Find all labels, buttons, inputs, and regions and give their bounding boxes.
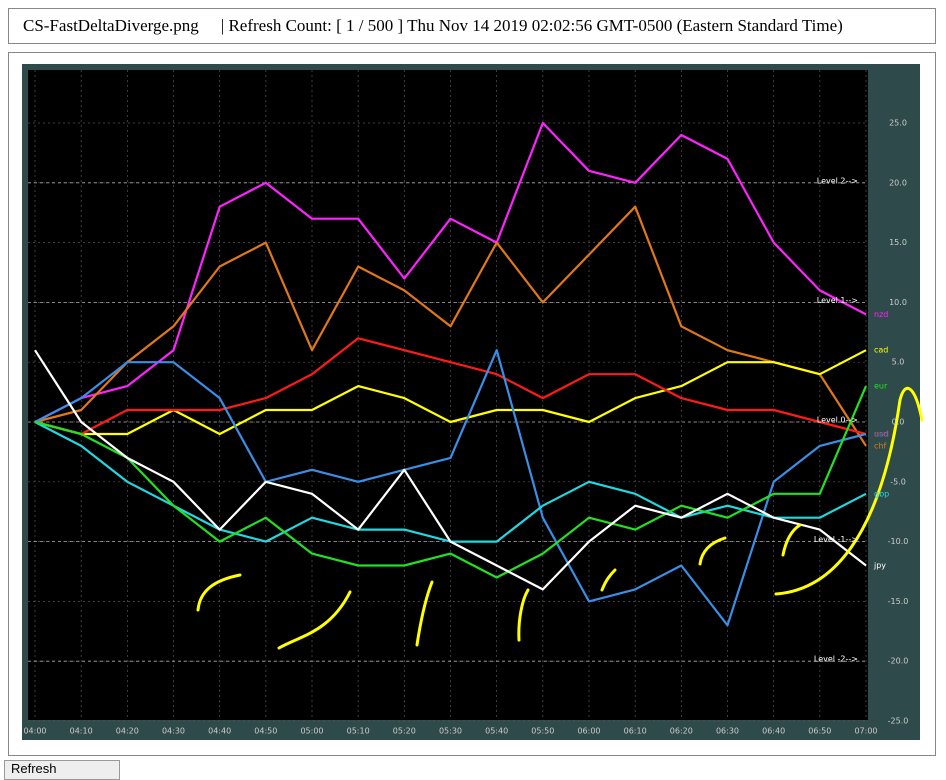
x-tick-label: 05:00 (300, 727, 323, 736)
x-tick-label: 06:50 (808, 727, 831, 736)
x-tick-label: 04:30 (162, 727, 185, 736)
y-tick-label: 25.0 (889, 119, 907, 128)
series-line (34, 385, 868, 579)
x-tick-label: 07:00 (854, 727, 877, 736)
y-tick-label: 10.0 (889, 298, 907, 307)
plot-area (28, 70, 868, 720)
y-tick-label: 0.0 (892, 418, 905, 427)
scribble (600, 568, 617, 592)
series-label: jpy (873, 561, 886, 570)
series-label: eur (874, 382, 888, 391)
x-tick-label: 06:30 (716, 727, 739, 736)
level-label: Level 1--> (817, 296, 858, 305)
x-tick-label: 04:00 (23, 727, 46, 736)
level-label: Level -1--> (814, 535, 858, 544)
scribble (277, 590, 352, 650)
y-tick-label: -20.0 (888, 657, 909, 666)
x-tick-label: 04:10 (70, 727, 93, 736)
series-label: chf (874, 441, 886, 450)
chart: 25.0 20.0 15.0 10.0 5.0 0.0 -5.0 -10.0 -15.0 -20.… (22, 64, 924, 740)
scribble (517, 588, 530, 642)
series-line (34, 205, 867, 447)
x-tick-label: 04:50 (254, 727, 277, 736)
y-tick-label: -10.0 (888, 537, 909, 546)
level-label: Level 0--> (817, 416, 858, 425)
y-tick-label: -15.0 (888, 597, 909, 606)
y-tick-label: -5.0 (890, 477, 906, 486)
scribble (415, 580, 434, 647)
scribble (196, 573, 242, 612)
y-tick-label: 5.0 (892, 358, 905, 367)
series-line (34, 349, 867, 627)
x-tick-label: 06:00 (577, 727, 600, 736)
header: CS-FastDeltaDiverge.png | Refresh Count: … (8, 8, 936, 44)
x-tick-label: 05:20 (393, 727, 416, 736)
annotations (196, 387, 924, 650)
series-label: gbp (874, 489, 889, 498)
series-label: aud (874, 429, 889, 438)
level-label: Level 2--> (817, 176, 858, 185)
scribble (781, 523, 802, 557)
x-tick-label: 06:20 (670, 727, 693, 736)
refresh-button[interactable]: Refresh (4, 760, 120, 780)
series-line (34, 121, 867, 423)
x-tick-label: 06:10 (624, 727, 647, 736)
filename: CS-FastDeltaDiverge.png (23, 16, 199, 35)
scribble (698, 536, 727, 566)
series-label: cad (874, 346, 888, 355)
x-tick-label: 04:40 (208, 727, 231, 736)
x-tick-label: 05:30 (439, 727, 462, 736)
series-label: nzd (874, 310, 888, 319)
y-tick-label: -25.0 (888, 717, 909, 726)
series-label: usd (874, 429, 888, 438)
scribble (774, 387, 924, 596)
x-tick-label: 05:50 (531, 727, 554, 736)
y-tick-label: 15.0 (889, 238, 907, 247)
level-label: Level -2--> (814, 655, 858, 664)
series-line (34, 337, 867, 436)
image-frame (8, 52, 936, 756)
x-tick-label: 05:40 (485, 727, 508, 736)
status: | Refresh Count: [ 1 / 500 ] Thu Nov 14 … (220, 16, 843, 35)
series-line (34, 349, 867, 591)
x-tick-label: 06:40 (762, 727, 785, 736)
x-tick-label: 04:20 (116, 727, 139, 736)
y-tick-label: 20.0 (889, 178, 907, 187)
x-tick-label: 05:10 (347, 727, 370, 736)
